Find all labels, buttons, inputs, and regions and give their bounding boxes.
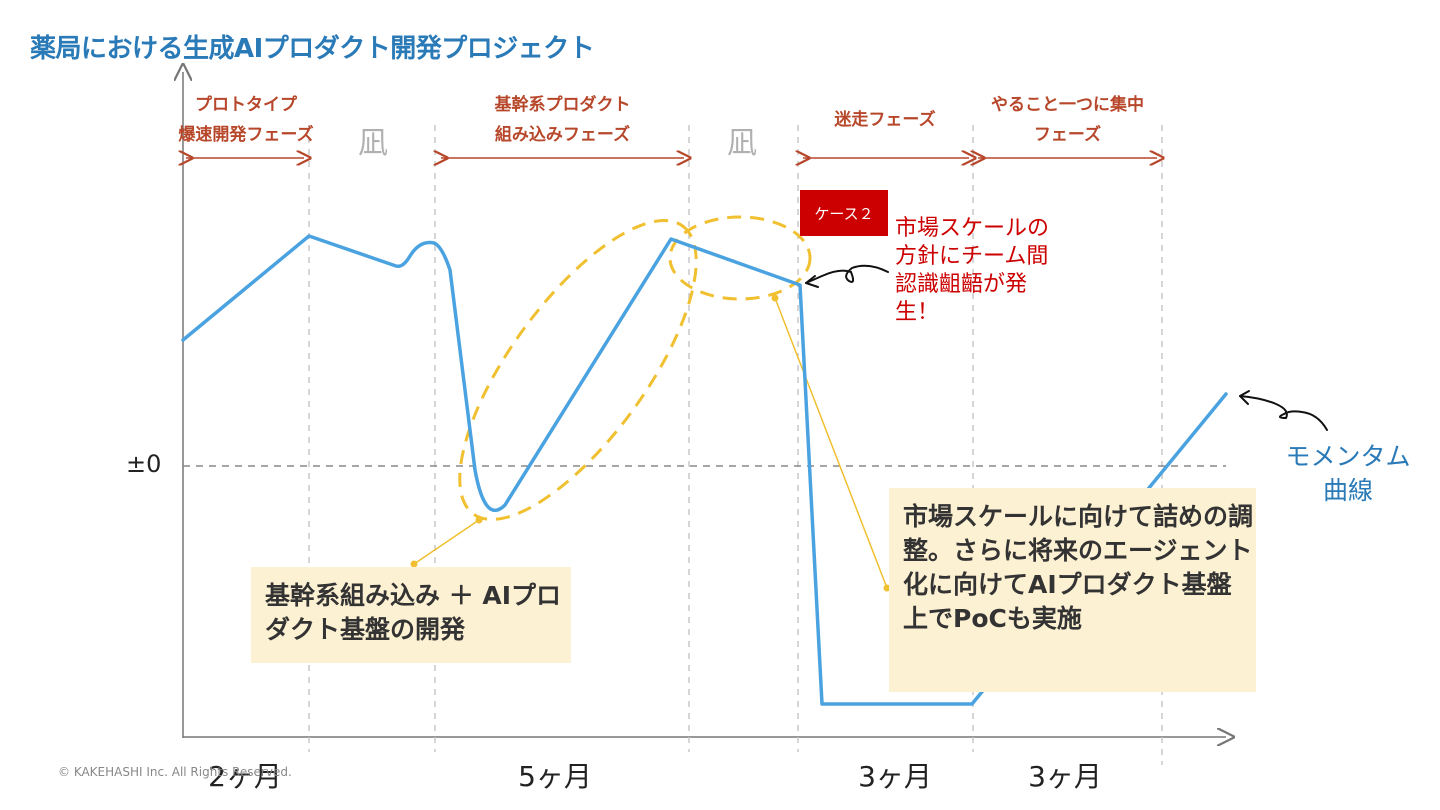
- nagi-label: 凪: [727, 126, 757, 161]
- momentum-curve: [181, 234, 1228, 706]
- pointer-arrows: [805, 264, 1328, 431]
- phase-label-line: 組み込みフェーズ: [494, 125, 631, 145]
- duration-label: 3ヶ月: [1028, 760, 1102, 793]
- case-badge: ケース２: [800, 190, 888, 236]
- nagi-label: 凪: [358, 126, 388, 161]
- alert-note: 市場スケールの方針にチーム間認識齟齬が発生！: [895, 216, 1050, 325]
- phase-label-line: 迷走フェーズ: [834, 110, 936, 130]
- callout-final-adjustment: 市場スケールに向けて詰めの調整。さらに将来のエージェント化に向けてAIプロダクト…: [889, 488, 1256, 692]
- copyright: © KAKEHASHI Inc. All Rights Reserved.: [58, 765, 292, 779]
- phase-label-line: 爆速開発フェーズ: [178, 125, 314, 145]
- phase-label-prototype: プロトタイプ 爆速開発フェーズ: [170, 90, 322, 150]
- duration-label: 5ヶ月: [518, 760, 592, 793]
- momentum-curve-label: モメンタム曲線: [1285, 442, 1411, 505]
- page-title: 薬局における生成AIプロダクト開発プロジェクト: [30, 34, 595, 64]
- phase-label-line: 基幹系プロダクト: [494, 95, 631, 115]
- zero-label: ±0: [126, 450, 162, 478]
- phase-label-core-integration: 基幹系プロダクト 組み込みフェーズ: [440, 90, 685, 150]
- phase-label-wandering: 迷走フェーズ: [800, 105, 970, 135]
- phase-label-line: やること一つに集中: [991, 95, 1144, 115]
- duration-label: 3ヶ月: [858, 760, 932, 793]
- phase-label-focus: やること一つに集中 フェーズ: [975, 90, 1160, 150]
- callout-core-integration: 基幹系組み込み ＋ AIプロダクト基盤の開発: [251, 567, 571, 663]
- phase-label-line: プロトタイプ: [195, 95, 297, 115]
- phase-label-line: フェーズ: [1033, 125, 1102, 145]
- callout-leaders: [413, 297, 888, 589]
- highlight-ellipses: [458, 215, 812, 521]
- duration-label: 2ヶ月: [208, 760, 282, 793]
